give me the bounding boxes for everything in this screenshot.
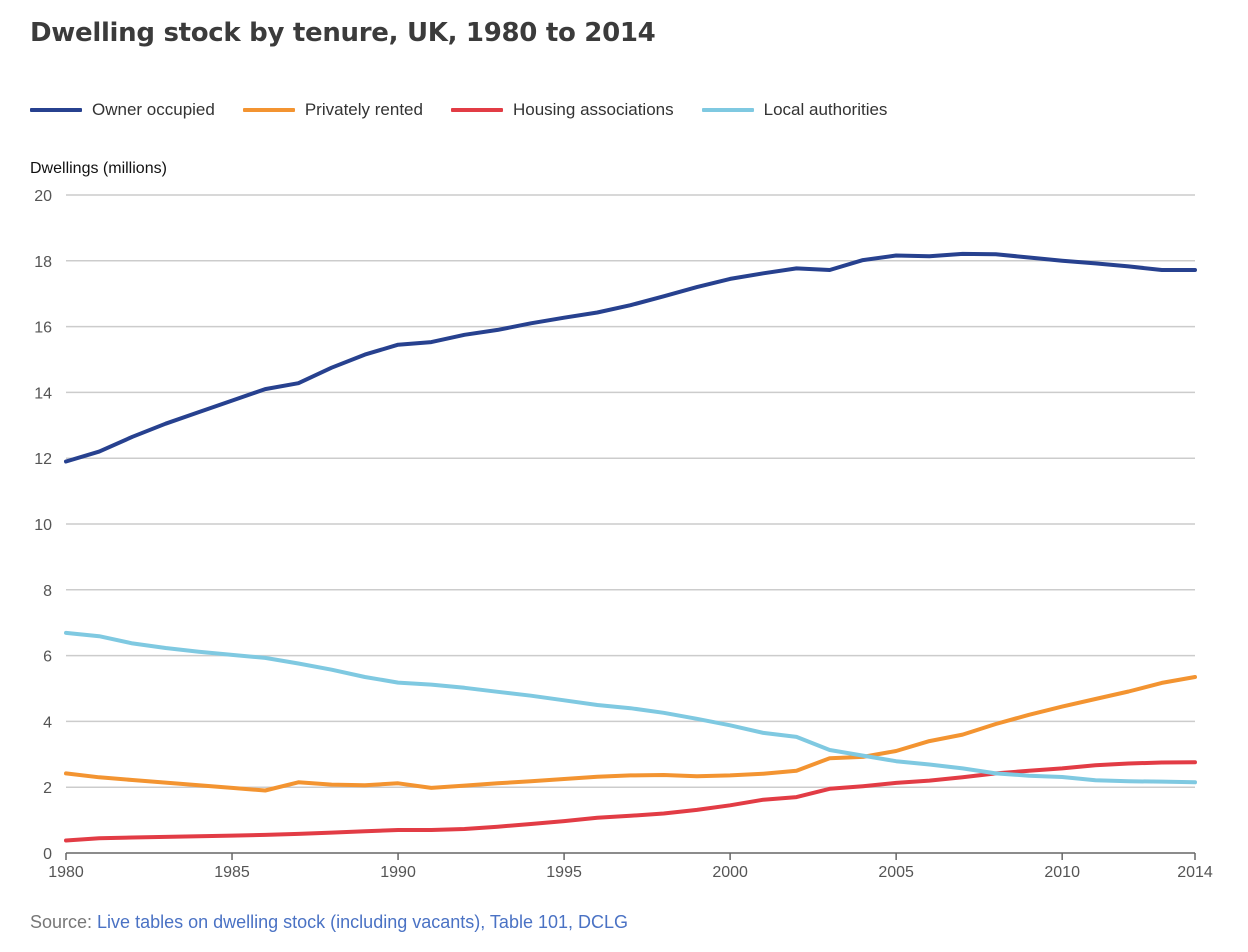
legend-label: Local authorities — [763, 100, 888, 119]
legend-item-privately-rented[interactable]: Privately rented — [242, 100, 423, 120]
x-tick-label: 2005 — [878, 864, 914, 881]
x-tick-label: 2014 — [1177, 864, 1213, 881]
y-tick-label: 2 — [43, 780, 52, 797]
x-tick-label: 2000 — [712, 864, 748, 881]
source-note: Source: Live tables on dwelling stock (i… — [30, 912, 628, 933]
legend-swatch-housing-associations — [450, 108, 503, 112]
legend-label: Owner occupied — [92, 100, 215, 119]
legend-swatch-privately-rented — [242, 108, 295, 112]
y-tick-label: 12 — [34, 451, 52, 468]
y-axis-ticks: 0 2 4 6 8 10 12 14 16 18 20 — [34, 188, 52, 863]
source-prefix: Source: — [30, 912, 98, 932]
series-line-local-authorities[interactable] — [64, 630, 1197, 785]
y-tick-label: 8 — [43, 583, 52, 600]
y-axis-title: Dwellings (millions) — [30, 160, 167, 177]
legend-label: Housing associations — [512, 100, 674, 119]
x-tick-label: 1995 — [546, 864, 582, 881]
series-lines — [64, 251, 1197, 843]
x-tick-label: 1985 — [214, 864, 250, 881]
gridlines — [66, 194, 1195, 788]
legend-swatch-owner-occupied — [30, 108, 82, 112]
y-tick-label: 14 — [34, 385, 52, 402]
legend-item-local-authorities[interactable]: Local authorities — [701, 100, 888, 120]
x-axis: 1980 1985 1990 1995 2000 2005 2010 2014 — [48, 852, 1213, 881]
legend-item-housing-associations[interactable]: Housing associations — [450, 100, 674, 120]
y-tick-label: 4 — [43, 714, 52, 731]
y-tick-label: 16 — [34, 320, 52, 337]
x-tick-label: 1980 — [48, 864, 84, 881]
y-tick-label: 6 — [43, 649, 52, 666]
chart-title: Dwelling stock by tenure, UK, 1980 to 20… — [30, 18, 656, 48]
x-tick-label: 1990 — [380, 864, 416, 881]
legend-label: Privately rented — [304, 100, 423, 119]
chart-legend: Owner occupied Privately rented Housing … — [30, 100, 915, 120]
y-tick-label: 18 — [34, 254, 52, 271]
source-link[interactable]: Live tables on dwelling stock (including… — [97, 912, 629, 932]
legend-item-owner-occupied[interactable]: Owner occupied — [30, 100, 215, 120]
y-tick-label: 20 — [34, 188, 52, 205]
legend-swatch-local-authorities — [701, 108, 754, 112]
y-tick-label: 0 — [43, 846, 52, 863]
y-tick-label: 10 — [34, 517, 52, 534]
series-line-privately-rented[interactable] — [64, 675, 1197, 793]
series-line-owner-occupied[interactable] — [64, 251, 1197, 464]
x-tick-label: 2010 — [1044, 864, 1080, 881]
